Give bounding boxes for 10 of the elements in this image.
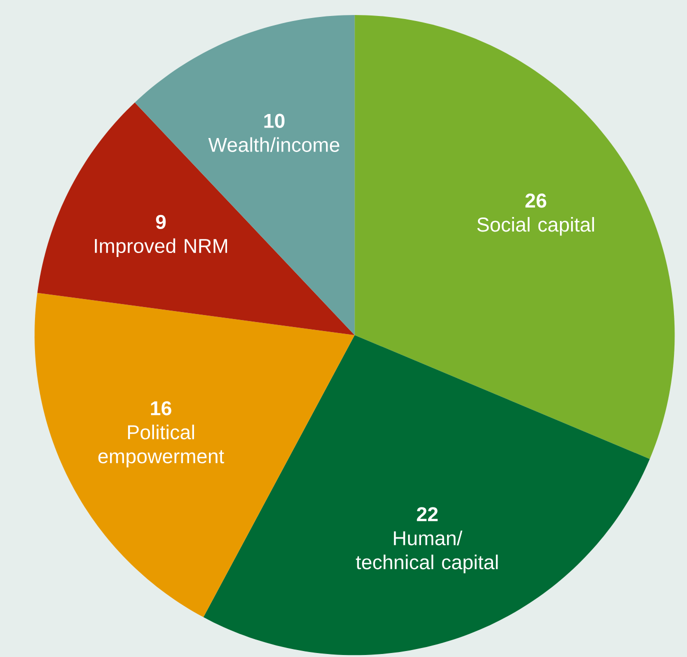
slice-label: Wealth/income <box>208 137 340 152</box>
slice-label: Social capital <box>477 217 594 236</box>
data-label: 9 <box>156 214 166 229</box>
slice-label: Political empowerment <box>98 424 224 468</box>
slice-label: Improved NRM <box>94 238 228 257</box>
data-label: 22 <box>416 507 438 522</box>
data-label: 10 <box>264 114 284 128</box>
slice-label: Human/ technical capital <box>356 530 498 574</box>
data-label: 16 <box>151 401 172 416</box>
data-label: 26 <box>525 194 546 208</box>
